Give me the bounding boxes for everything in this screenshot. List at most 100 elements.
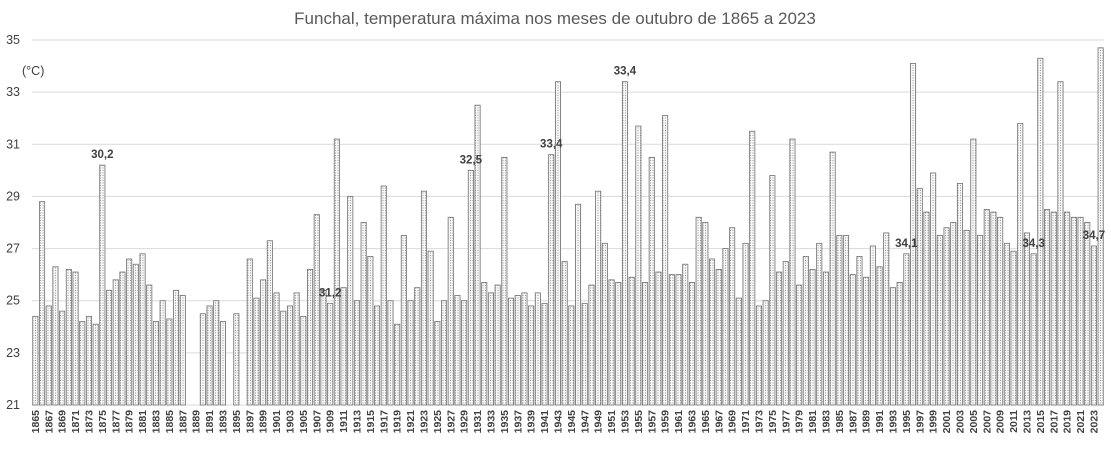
x-tick-label: 1939 xyxy=(526,410,538,434)
x-tick-label: 1903 xyxy=(284,410,296,434)
bar xyxy=(849,274,856,406)
x-tick-label: 1871 xyxy=(70,410,82,434)
x-tick-label: 1931 xyxy=(472,410,484,434)
bar xyxy=(709,258,716,406)
bar xyxy=(347,196,354,406)
bar xyxy=(266,240,273,406)
bar xyxy=(997,216,1004,406)
x-tick-label: 1929 xyxy=(459,410,471,434)
data-label: 34,1 xyxy=(895,238,918,250)
x-tick-label: 1997 xyxy=(914,410,926,434)
x-tick-label: 1987 xyxy=(847,410,859,434)
data-label: 34,3 xyxy=(1022,238,1044,250)
x-tick-label: 1947 xyxy=(579,410,591,434)
x-tick-label: 1899 xyxy=(258,410,270,434)
bar xyxy=(889,287,896,406)
bar xyxy=(273,292,280,406)
bar xyxy=(930,172,937,406)
bar xyxy=(682,263,689,406)
bar xyxy=(293,292,300,406)
bar xyxy=(286,305,293,406)
bar xyxy=(39,201,46,406)
bar xyxy=(1010,250,1017,406)
bar xyxy=(260,279,267,406)
bar xyxy=(454,295,461,406)
bar xyxy=(481,282,488,406)
bar xyxy=(45,305,52,406)
x-tick-label: 1895 xyxy=(231,410,243,434)
bar xyxy=(32,315,39,406)
x-tick-label: 1985 xyxy=(834,410,846,434)
x-tick-label: 2013 xyxy=(1021,410,1033,434)
x-tick-label: 1885 xyxy=(164,410,176,434)
bar xyxy=(1030,253,1037,406)
x-tick-label: 1967 xyxy=(713,410,725,434)
x-tick-label: 1881 xyxy=(137,410,149,434)
bar xyxy=(655,271,662,406)
x-tick-label: 1925 xyxy=(432,410,444,434)
bar xyxy=(742,242,749,406)
x-tick-label: 1949 xyxy=(593,410,605,434)
x-axis: 1865 1867 1869 1871 1873 1875 1877 1879 1881 1883… xyxy=(30,410,1101,434)
y-tick-label: 29 xyxy=(6,189,20,203)
bar xyxy=(434,321,441,406)
data-label: 34,7 xyxy=(1083,230,1105,242)
bar xyxy=(990,211,997,406)
bar xyxy=(447,216,454,406)
x-tick-label: 1913 xyxy=(351,410,363,434)
bar xyxy=(253,297,260,406)
x-tick-label: 1917 xyxy=(378,410,390,434)
x-tick-label: 1945 xyxy=(566,410,578,434)
bar xyxy=(1057,81,1064,406)
bar xyxy=(159,300,166,406)
bar xyxy=(595,190,602,406)
bar xyxy=(782,261,789,406)
bar xyxy=(501,156,508,406)
x-tick-label: 1921 xyxy=(405,410,417,434)
x-tick-label: 2011 xyxy=(1008,410,1020,433)
bar xyxy=(983,209,990,406)
bar xyxy=(92,323,99,406)
bar xyxy=(166,318,173,406)
bar xyxy=(1097,47,1104,406)
x-tick-label: 2019 xyxy=(1062,410,1074,434)
x-tick-label: 1957 xyxy=(646,410,658,434)
x-tick-label: 1953 xyxy=(619,410,631,434)
bar xyxy=(132,263,139,406)
bar xyxy=(950,222,957,406)
chart-title: Funchal, temperatura máxima nos meses de… xyxy=(294,9,816,28)
x-tick-label: 1889 xyxy=(191,410,203,434)
bar xyxy=(1037,57,1044,406)
bar xyxy=(869,245,876,406)
x-tick-label: 1907 xyxy=(311,410,323,434)
x-tick-label: 1927 xyxy=(445,410,457,434)
bar xyxy=(796,284,803,406)
bar xyxy=(662,115,669,406)
bar xyxy=(333,138,340,406)
x-tick-label: 1897 xyxy=(244,410,256,434)
y-axis: 21 23 25 27 29 31 33 35 xyxy=(6,33,20,412)
x-tick-label: 2021 xyxy=(1075,410,1087,434)
x-tick-label: 1959 xyxy=(660,410,672,434)
bar xyxy=(843,235,850,406)
x-tick-label: 1883 xyxy=(150,410,162,434)
bar xyxy=(956,182,963,406)
y-tick-label: 31 xyxy=(6,137,20,151)
bar xyxy=(1023,232,1030,406)
bar xyxy=(903,253,910,406)
bar xyxy=(521,292,528,406)
x-tick-label: 1911 xyxy=(338,410,350,433)
bar xyxy=(789,138,796,406)
x-tick-label: 1999 xyxy=(928,410,940,434)
bar xyxy=(554,81,561,406)
bar xyxy=(588,284,595,406)
bar xyxy=(809,269,816,406)
x-tick-label: 1893 xyxy=(217,410,229,434)
bar xyxy=(615,282,622,406)
bar xyxy=(427,250,434,406)
x-tick-label: 1915 xyxy=(365,410,377,434)
bar xyxy=(206,305,213,406)
bar xyxy=(688,282,695,406)
bar xyxy=(407,300,414,406)
